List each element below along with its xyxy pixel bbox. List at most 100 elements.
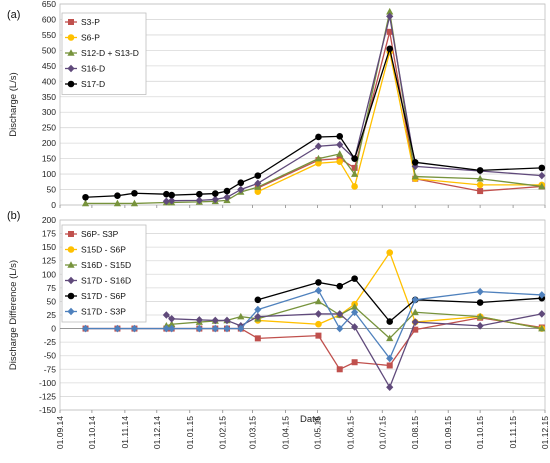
data-point — [336, 150, 344, 157]
data-point — [211, 195, 219, 204]
legend-marker — [68, 19, 74, 25]
data-point — [113, 324, 122, 333]
y-tick-label: 50 — [47, 185, 57, 195]
data-point — [195, 316, 203, 324]
data-point — [223, 316, 231, 325]
series-line — [257, 31, 542, 192]
data-point — [476, 174, 484, 182]
data-point — [130, 324, 139, 333]
data-point — [315, 159, 322, 167]
legend-entry: S17D - S16D — [81, 276, 131, 286]
x-tick-label: 01.03.15 — [248, 416, 258, 449]
data-point — [196, 190, 203, 198]
data-point — [336, 310, 344, 318]
data-point — [254, 188, 262, 196]
data-point — [386, 362, 393, 369]
data-point — [315, 133, 322, 141]
x-tick-label: 01.07.15 — [377, 416, 387, 449]
x-tick-label: 01.01.15 — [185, 416, 195, 449]
data-point — [351, 155, 358, 162]
legend-marker — [67, 292, 75, 300]
data-point — [314, 286, 323, 295]
data-point — [315, 332, 322, 339]
panel-label: (b) — [7, 210, 20, 222]
data-point — [254, 172, 262, 179]
x-tick-label: 01.11.14 — [120, 416, 130, 449]
data-point — [254, 296, 262, 304]
data-point — [386, 12, 394, 21]
data-point — [351, 170, 359, 177]
data-point — [476, 167, 484, 174]
y-tick-label: 0 — [51, 324, 56, 334]
data-point — [195, 324, 203, 333]
plot-frame — [59, 219, 546, 411]
data-point — [411, 308, 419, 316]
y-axis-label: Discharge (L/s) — [8, 72, 19, 136]
data-point — [351, 303, 359, 310]
legend-entry: S17D - S6P — [81, 291, 126, 301]
data-point — [411, 162, 419, 171]
y-tick-label: 300 — [42, 107, 56, 117]
legend-entry: S16-D — [81, 64, 105, 74]
y-tick-label: -50 — [44, 351, 57, 361]
data-point — [314, 310, 323, 318]
data-point — [351, 323, 359, 331]
y-tick-label: -75 — [44, 364, 57, 374]
data-point — [168, 324, 176, 333]
x-tick-label: 01.06.15 — [345, 416, 355, 449]
data-point — [237, 179, 245, 187]
y-tick-label: 500 — [42, 45, 56, 55]
data-point — [538, 291, 546, 299]
legend-marker — [68, 231, 74, 237]
data-point — [237, 185, 245, 194]
legend-entry: S12-D + S13-D — [81, 48, 139, 58]
legend-entry: S17D - S3P — [81, 307, 126, 317]
data-point — [476, 287, 484, 296]
data-point — [81, 324, 90, 333]
data-point — [386, 45, 394, 53]
legend: S6P- S3P S15D - S6P S16D - S15D S17D - S16D… — [61, 224, 147, 323]
x-axis-label: Date — [300, 414, 320, 425]
data-point — [162, 311, 170, 319]
legend-marker — [67, 80, 75, 88]
x-tick-label: 01.05.15 — [312, 416, 322, 449]
data-point — [314, 142, 323, 151]
data-point — [211, 190, 219, 197]
legend-marker — [67, 307, 75, 316]
data-point — [195, 196, 203, 205]
data-point — [336, 282, 344, 290]
data-point — [476, 322, 484, 330]
legend-marker — [67, 246, 75, 253]
data-point — [386, 383, 394, 391]
legend-entry: S15D - S6P — [81, 245, 126, 255]
plot-frame — [59, 3, 546, 206]
data-point — [336, 158, 344, 166]
y-tick-label: 350 — [42, 92, 56, 102]
series-5 — [82, 45, 546, 201]
data-point — [237, 312, 245, 320]
data-point — [82, 193, 89, 201]
data-point — [538, 182, 546, 190]
data-point — [254, 179, 262, 188]
data-point — [351, 308, 359, 317]
data-point — [386, 354, 394, 363]
y-tick-label: 200 — [42, 138, 56, 148]
data-point — [168, 315, 176, 323]
legend-entry: S6-P — [81, 33, 100, 43]
data-point — [476, 299, 484, 306]
legend-entry: S17-D — [81, 79, 105, 89]
series-line — [85, 11, 542, 205]
y-tick-label: 250 — [42, 123, 56, 133]
data-point — [386, 334, 394, 342]
x-tick-label: 01.12.15 — [540, 416, 550, 449]
data-point — [254, 335, 261, 342]
y-tick-label: 450 — [42, 61, 56, 71]
x-tick-label: 01.11.15 — [508, 416, 518, 449]
data-point — [162, 197, 170, 206]
series-line — [166, 300, 542, 339]
data-point — [336, 140, 344, 149]
data-point — [113, 199, 122, 207]
data-point — [314, 297, 323, 305]
y-tick-label: 100 — [42, 169, 56, 179]
